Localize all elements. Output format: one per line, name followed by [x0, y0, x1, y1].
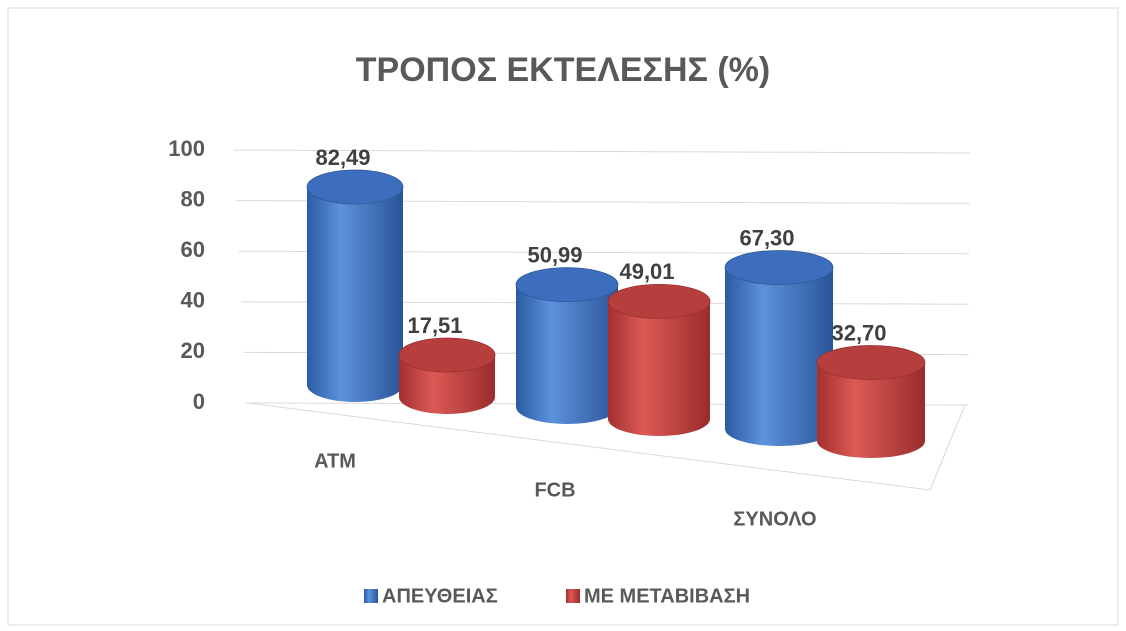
cylinder-top	[515, 267, 619, 303]
y-tick-label: 60	[181, 237, 205, 262]
data-label: 49,01	[619, 259, 674, 284]
cylinder-top	[306, 169, 404, 205]
data-label: 17,51	[407, 313, 462, 338]
y-tick-label: 0	[193, 389, 205, 414]
cylinder	[307, 187, 403, 402]
grid-line	[233, 149, 971, 154]
x-tick-label: FCB	[534, 479, 575, 501]
x-tick-label: ATM	[314, 450, 356, 472]
cylinder-top	[607, 283, 711, 319]
cylinder	[516, 284, 618, 424]
cylinder-top	[816, 345, 926, 380]
x-tick-label: ΣΥΝΟΛΟ	[733, 508, 816, 530]
cylinder-top	[724, 250, 834, 285]
y-tick-label: 100	[168, 136, 205, 161]
data-label: 50,99	[527, 242, 582, 267]
y-tick-label: 20	[181, 338, 205, 363]
legend-swatch	[364, 589, 378, 603]
legend-label: ΜΕ ΜΕΤΑΒΙΒΑΣΗ	[584, 585, 750, 607]
y-tick-label: 40	[181, 288, 205, 313]
data-label: 67,30	[739, 225, 794, 250]
cylinder	[725, 267, 833, 446]
cylinder-top	[398, 337, 496, 373]
legend-label: ΑΠΕΥΘΕΙΑΣ	[382, 585, 498, 607]
chart-title: ΤΡΟΠΟΣ ΕΚΤΕΛΕΣΗΣ (%)	[356, 51, 770, 89]
cylinder	[608, 301, 710, 436]
y-tick-label: 80	[181, 186, 205, 211]
data-label: 82,49	[315, 145, 370, 170]
legend-swatch	[566, 589, 580, 603]
floor-edge	[247, 402, 966, 491]
cylinder	[817, 362, 925, 458]
data-label: 32,70	[831, 320, 886, 345]
